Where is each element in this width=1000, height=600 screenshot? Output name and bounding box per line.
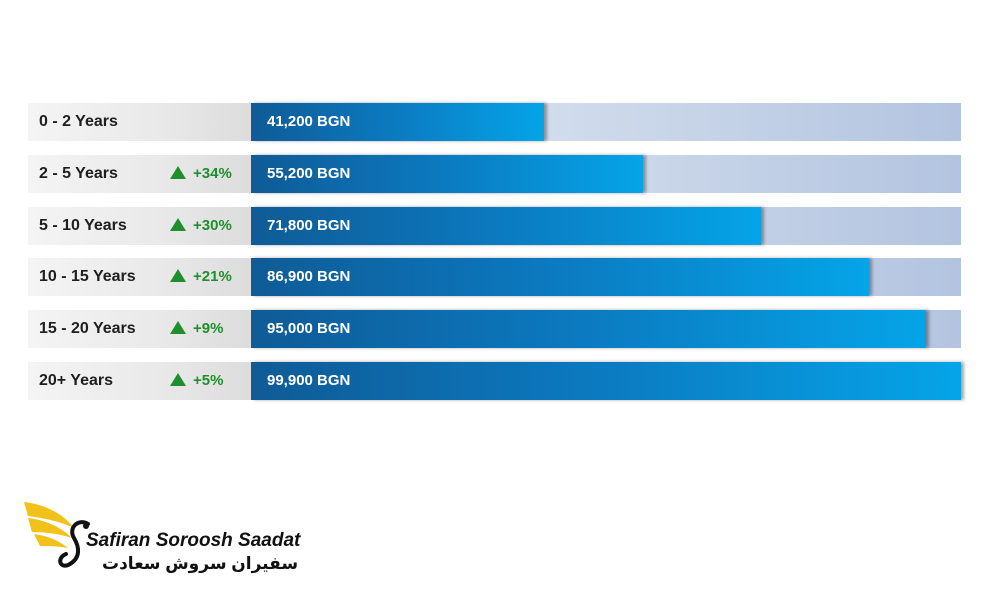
category-label: 0 - 2 Years <box>39 113 118 130</box>
value-label: 95,000 BGN <box>267 320 351 337</box>
category-cell: 5 - 10 Years +30% <box>28 207 251 245</box>
change-indicator: +34% <box>170 155 232 193</box>
change-indicator: +9% <box>170 310 223 348</box>
up-arrow-icon <box>170 166 186 179</box>
bar-track: 71,800 BGN <box>251 207 961 245</box>
logo-latin-text: Safiran Soroosh Saadat <box>86 530 301 551</box>
bar: 99,900 BGN <box>251 362 961 400</box>
category-label: 15 - 20 Years <box>39 320 136 337</box>
bar: 55,200 BGN <box>251 155 643 193</box>
bar-track: 86,900 BGN <box>251 258 961 296</box>
value-label: 86,900 BGN <box>267 268 351 285</box>
category-cell: 2 - 5 Years +34% <box>28 155 251 193</box>
value-label: 99,900 BGN <box>267 372 351 389</box>
category-cell: 10 - 15 Years +21% <box>28 258 251 296</box>
bar: 95,000 BGN <box>251 310 926 348</box>
bar-track: 55,200 BGN <box>251 155 961 193</box>
up-arrow-icon <box>170 218 186 231</box>
bar: 71,800 BGN <box>251 207 761 245</box>
change-label: +30% <box>193 217 232 234</box>
change-indicator: +30% <box>170 207 232 245</box>
change-label: +21% <box>193 268 232 285</box>
category-cell: 15 - 20 Years +9% <box>28 310 251 348</box>
change-label: +5% <box>193 372 224 389</box>
bar: 86,900 BGN <box>251 258 869 296</box>
chart-row: 5 - 10 Years +30% 71,800 BGN <box>28 207 961 245</box>
chart-row: 0 - 2 Years 41,200 BGN <box>28 103 961 141</box>
logo-persian-text: سفیران سروش سعادت <box>102 554 299 573</box>
company-logo: Safiran Soroosh Saadat سفیران سروش سعادت <box>22 494 302 584</box>
change-label: +9% <box>193 320 224 337</box>
chart-row: 2 - 5 Years +34% 55,200 BGN <box>28 155 961 193</box>
chart-row: 20+ Years +5% 99,900 BGN <box>28 362 961 400</box>
up-arrow-icon <box>170 269 186 282</box>
category-label: 10 - 15 Years <box>39 268 136 285</box>
bar: 41,200 BGN <box>251 103 544 141</box>
category-label: 5 - 10 Years <box>39 217 127 234</box>
up-arrow-icon <box>170 373 186 386</box>
chart-row: 15 - 20 Years +9% 95,000 BGN <box>28 310 961 348</box>
value-label: 71,800 BGN <box>267 217 351 234</box>
chart-row: 10 - 15 Years +21% 86,900 BGN <box>28 258 961 296</box>
value-label: 55,200 BGN <box>267 165 351 182</box>
category-cell: 20+ Years +5% <box>28 362 251 400</box>
bar-track: 41,200 BGN <box>251 103 961 141</box>
value-label: 41,200 BGN <box>267 113 351 130</box>
category-cell: 0 - 2 Years <box>28 103 251 141</box>
change-indicator: +21% <box>170 258 232 296</box>
change-label: +34% <box>193 165 232 182</box>
change-indicator: +5% <box>170 362 223 400</box>
bar-track: 99,900 BGN <box>251 362 961 400</box>
up-arrow-icon <box>170 321 186 334</box>
wing-swan-logo-icon <box>24 502 90 568</box>
bar-track: 95,000 BGN <box>251 310 961 348</box>
category-label: 20+ Years <box>39 372 114 389</box>
category-label: 2 - 5 Years <box>39 165 118 182</box>
